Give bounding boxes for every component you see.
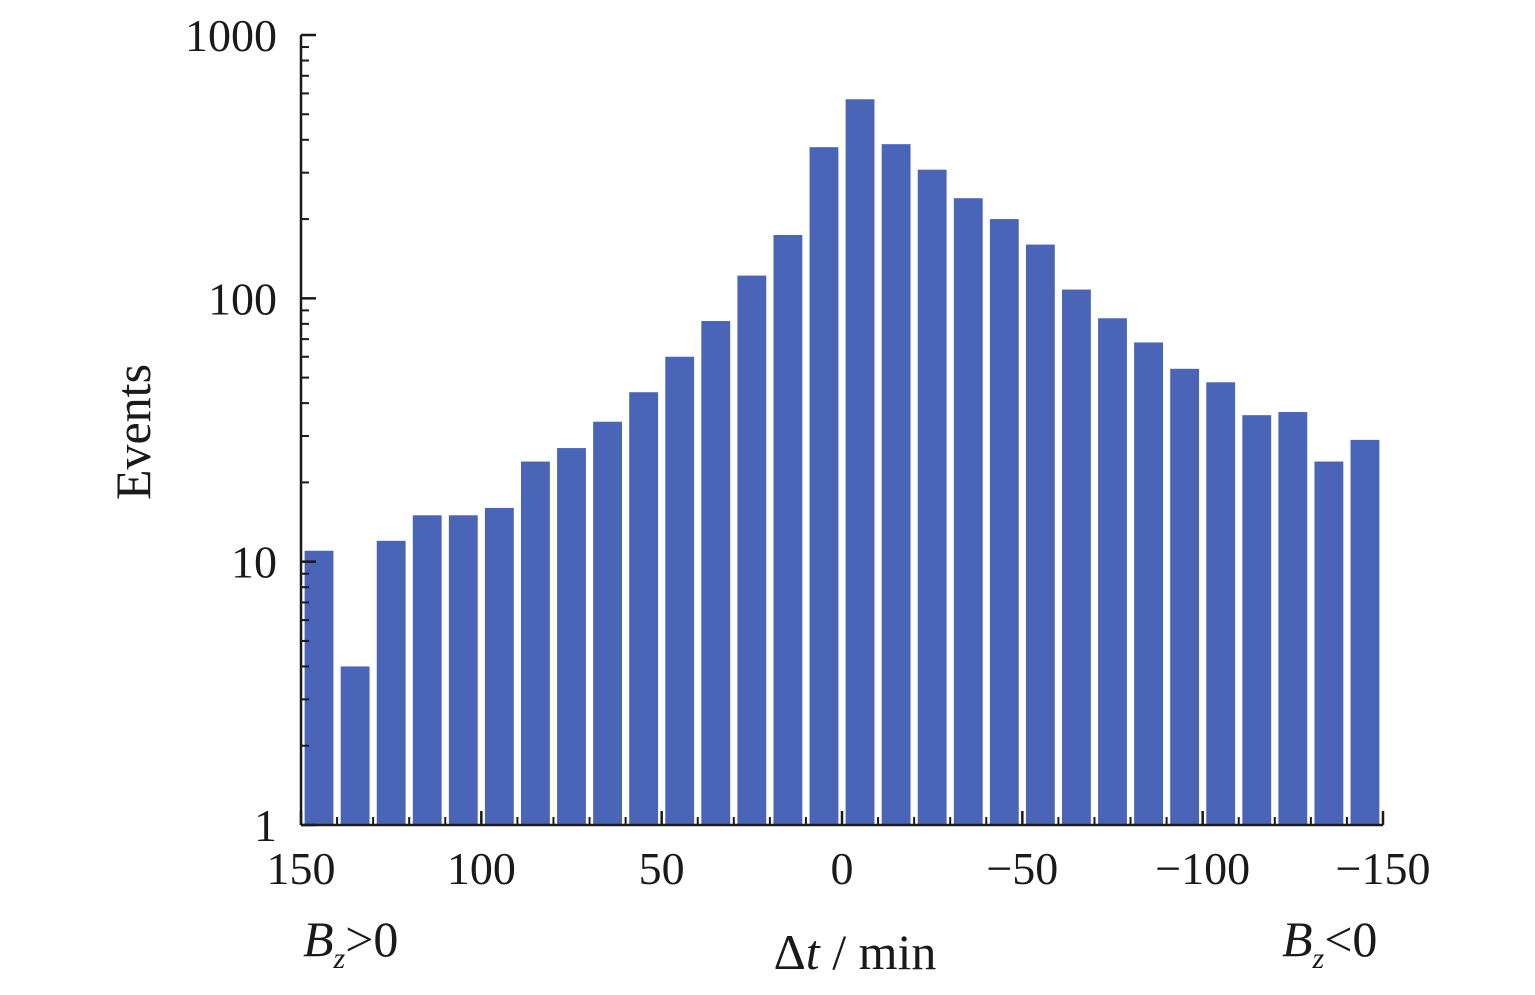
annotation-left-sub: z bbox=[333, 942, 346, 975]
bar-29 bbox=[1350, 439, 1380, 825]
bar-23 bbox=[1134, 342, 1163, 825]
annotation-left-var: B bbox=[303, 911, 334, 967]
bar-27 bbox=[1278, 412, 1308, 825]
bar-5 bbox=[484, 507, 514, 825]
x-axis-title: Δt / min bbox=[774, 924, 937, 980]
bar-17 bbox=[917, 169, 947, 825]
bar-3 bbox=[412, 515, 442, 825]
bar-24 bbox=[1170, 368, 1200, 825]
annotation-right-sub: z bbox=[1312, 942, 1325, 975]
annotation-bz-positive: Bz>0 bbox=[303, 911, 398, 975]
bar-12 bbox=[737, 275, 767, 825]
annotation-right-text: <0 bbox=[1324, 911, 1377, 967]
bar-4 bbox=[448, 515, 478, 825]
x-tick-label-5: −100 bbox=[1155, 843, 1250, 894]
bar-13 bbox=[773, 234, 803, 825]
bar-20 bbox=[1025, 244, 1055, 826]
bars-layer bbox=[304, 99, 1380, 826]
annotation-bz-negative: Bz<0 bbox=[1282, 911, 1377, 975]
bar-10 bbox=[665, 356, 695, 825]
y-axis-title: Events bbox=[105, 364, 161, 500]
x-axis-title-var: t bbox=[806, 924, 821, 980]
annotation-right-var: B bbox=[1282, 911, 1313, 967]
x-axis-title-unit: / min bbox=[820, 924, 937, 980]
bar-6 bbox=[521, 461, 550, 825]
y-tick-label-3: 1000 bbox=[185, 10, 277, 61]
x-tick-label-4: −50 bbox=[986, 843, 1058, 894]
bar-7 bbox=[557, 448, 586, 825]
bar-14 bbox=[809, 147, 839, 826]
bar-9 bbox=[629, 392, 659, 825]
y-tick-label-1: 10 bbox=[231, 537, 277, 588]
bar-16 bbox=[881, 144, 911, 826]
x-tick-label-6: −150 bbox=[1336, 843, 1431, 894]
x-tick-label-3: 0 bbox=[831, 843, 854, 894]
x-axis-title-delta: Δ bbox=[774, 924, 806, 980]
y-tick-label-0: 1 bbox=[254, 800, 277, 851]
x-tick-label-2: 50 bbox=[639, 843, 685, 894]
bar-25 bbox=[1206, 382, 1236, 825]
x-ticks: 150 100 50 0 −50 −100 −150 bbox=[267, 811, 1431, 894]
bar-18 bbox=[953, 198, 983, 825]
bar-28 bbox=[1314, 461, 1344, 825]
x-tick-label-0: 150 bbox=[267, 843, 336, 894]
y-ticks: 1 10 100 1000 bbox=[185, 10, 316, 851]
bar-19 bbox=[989, 219, 1019, 825]
bar-22 bbox=[1098, 318, 1127, 825]
bar-21 bbox=[1062, 289, 1091, 825]
bar-8 bbox=[593, 421, 622, 825]
y-tick-label-2: 100 bbox=[208, 273, 277, 324]
bar-2 bbox=[376, 540, 406, 825]
bar-0 bbox=[304, 550, 334, 825]
bar-26 bbox=[1242, 415, 1272, 825]
annotation-left-text: >0 bbox=[345, 911, 398, 967]
bar-15 bbox=[845, 99, 875, 826]
x-tick-label-1: 100 bbox=[447, 843, 516, 894]
bar-1 bbox=[340, 666, 370, 825]
bar-11 bbox=[701, 321, 731, 825]
